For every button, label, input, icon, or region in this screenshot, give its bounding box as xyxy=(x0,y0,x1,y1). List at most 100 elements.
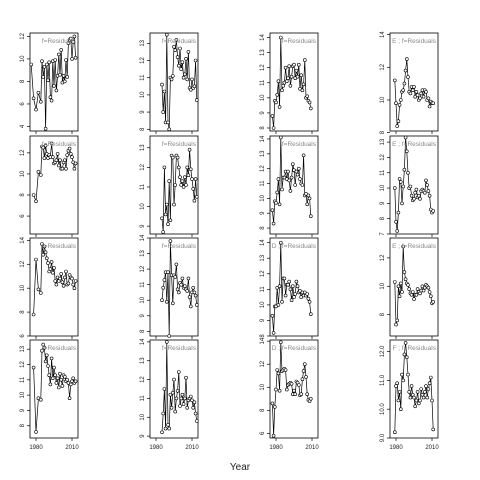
data-point xyxy=(167,426,171,431)
data-point xyxy=(395,229,400,233)
data-point xyxy=(424,384,428,388)
data-point xyxy=(306,296,311,301)
y-tick-label: 12.0 xyxy=(380,345,386,357)
data-point xyxy=(178,404,182,408)
data-point xyxy=(402,81,407,86)
data-point xyxy=(395,381,400,386)
data-point xyxy=(277,202,282,207)
data-point xyxy=(165,202,169,207)
data-point xyxy=(161,110,165,114)
data-point xyxy=(46,78,50,83)
data-point xyxy=(185,165,189,170)
data-point xyxy=(180,392,185,397)
data-point xyxy=(398,180,403,184)
data-point xyxy=(395,124,400,128)
panel-label: f=Residuals xyxy=(42,243,77,250)
y-tick-label: 10 xyxy=(20,284,26,291)
data-point xyxy=(175,55,180,59)
data-point xyxy=(290,284,295,289)
data-point xyxy=(44,62,49,67)
data-point xyxy=(36,170,41,174)
y-tick-label: 14 xyxy=(260,135,266,142)
panel-1-3: 7 8 9 10 11 12 13 E ; f=Residuals xyxy=(380,135,439,237)
data-point xyxy=(276,371,281,376)
data-point xyxy=(308,312,313,317)
data-point xyxy=(34,199,38,204)
data-point xyxy=(293,292,298,296)
data-point xyxy=(408,395,413,400)
data-point xyxy=(59,377,64,382)
y-tick-label: 6 xyxy=(20,214,26,218)
data-point xyxy=(42,65,47,69)
data-point xyxy=(195,303,199,307)
data-point xyxy=(189,87,193,92)
data-point xyxy=(46,261,50,265)
data-point xyxy=(167,334,171,338)
data-point xyxy=(406,171,410,175)
data-point xyxy=(274,201,278,205)
data-point xyxy=(166,120,170,125)
panel-frame xyxy=(389,135,439,235)
data-point xyxy=(183,284,187,289)
data-point xyxy=(301,153,306,158)
y-tick-label: 10 xyxy=(260,383,266,390)
data-point xyxy=(167,127,171,132)
data-point xyxy=(425,183,430,187)
data-point xyxy=(288,287,293,292)
data-point xyxy=(403,68,408,73)
panel-label: D ; f=Residuals xyxy=(272,243,317,250)
data-point xyxy=(288,84,293,88)
data-point xyxy=(190,398,194,403)
data-point xyxy=(186,173,191,177)
data-point xyxy=(302,290,307,295)
data-point xyxy=(63,374,67,379)
data-point xyxy=(181,75,186,80)
panel-2-2: 8 9 10 11 12 13 14 D ; f=Residuals xyxy=(260,237,319,339)
data-point xyxy=(398,98,403,102)
y-tick-label: 12 xyxy=(140,376,146,383)
panel-label: f=Residuals xyxy=(42,345,77,352)
data-point xyxy=(426,285,431,290)
panel-0-1: 8 9 10 11 12 13 f=Residuals xyxy=(140,32,199,134)
data-point xyxy=(163,426,168,431)
data-point xyxy=(190,177,194,181)
data-point xyxy=(49,356,54,361)
y-tick-label: 13 xyxy=(260,49,266,56)
data-point xyxy=(398,407,403,412)
data-point xyxy=(277,105,282,109)
data-point xyxy=(286,76,290,80)
data-point xyxy=(169,405,174,410)
data-point xyxy=(290,162,295,166)
y-tick-label: 12 xyxy=(20,260,26,267)
data-point xyxy=(301,369,306,373)
panel-1-1: 9 10 11 12 13 f=Residuals xyxy=(140,135,199,237)
data-point xyxy=(295,172,300,177)
data-point xyxy=(428,294,433,299)
data-point xyxy=(166,222,170,226)
data-point xyxy=(50,270,55,275)
y-tick-label: 13 xyxy=(140,39,146,46)
y-tick-label: 8 xyxy=(140,127,146,131)
data-point xyxy=(431,427,436,432)
data-point xyxy=(189,394,193,399)
y-tick-label: 7 xyxy=(380,232,386,236)
data-point xyxy=(271,126,276,130)
data-point xyxy=(161,411,165,416)
data-point xyxy=(301,82,306,87)
data-point xyxy=(412,297,416,301)
data-point xyxy=(55,376,60,381)
data-point xyxy=(56,385,61,390)
data-point xyxy=(43,143,48,148)
y-tick-label: 8 xyxy=(20,193,26,197)
data-point xyxy=(284,79,289,83)
data-point xyxy=(171,301,175,306)
data-point xyxy=(300,183,305,187)
data-point xyxy=(280,187,284,192)
data-point xyxy=(38,397,43,402)
data-point xyxy=(165,340,169,344)
data-point xyxy=(189,167,193,172)
y-tick-label: 14 xyxy=(20,236,26,243)
data-point xyxy=(168,218,173,223)
data-point xyxy=(40,348,44,353)
